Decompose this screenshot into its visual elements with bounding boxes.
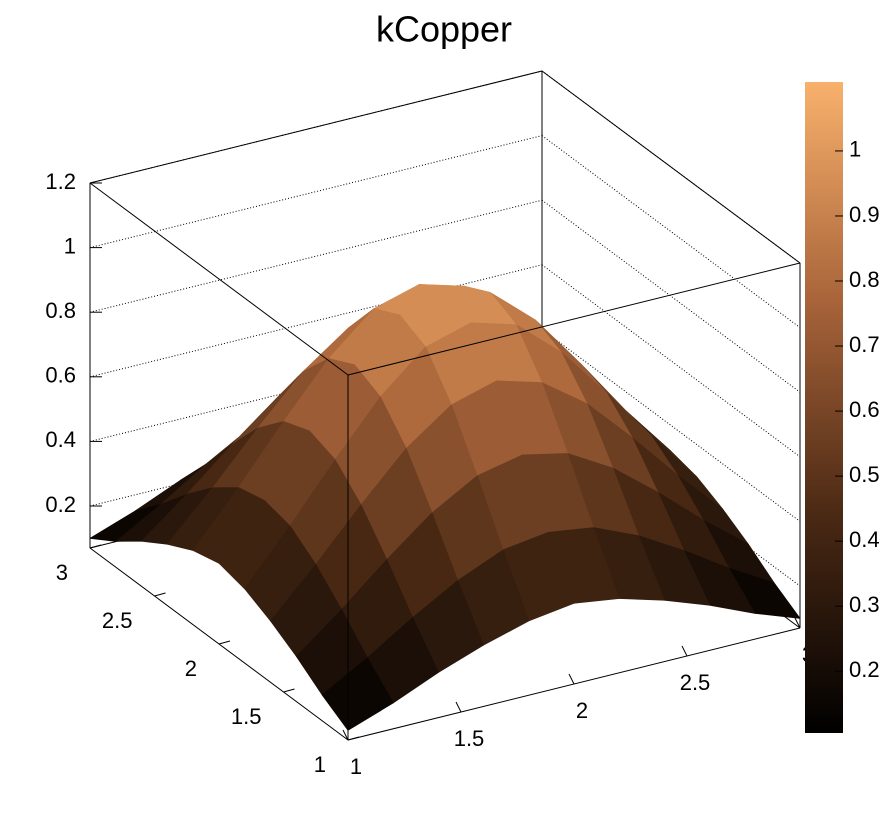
y-tick [89, 544, 102, 549]
z-tick-label: 0.6 [45, 363, 76, 388]
chart-title: kCopper [376, 9, 512, 50]
x-tick-label: 2 [576, 698, 588, 723]
box-edge [89, 182, 349, 376]
y-tick-label: 2 [185, 656, 197, 681]
x-tick [568, 673, 575, 685]
y-tick [154, 592, 166, 597]
x-tick [455, 701, 462, 713]
colorbar-tick-label: 0.2 [849, 657, 880, 682]
z-tick-label: 0.8 [45, 298, 76, 323]
x-tick [342, 729, 349, 741]
grid-line [541, 135, 801, 329]
y-tick [218, 640, 231, 645]
y-tick [347, 736, 360, 741]
grid-line [89, 135, 543, 249]
colorbar-tick-label: 0.9 [849, 202, 880, 227]
x-tick-label: 1 [350, 754, 362, 779]
colorbar-tick-label: 0.8 [849, 267, 880, 292]
z-tick-label: 0.4 [45, 427, 76, 452]
y-tick-label: 1 [314, 752, 326, 777]
box-edge [541, 70, 801, 264]
y-tick [283, 688, 295, 693]
x-tick-label: 1.5 [454, 726, 485, 751]
colorbar-tick-label: 0.3 [849, 592, 880, 617]
z-tick-label: 0.2 [45, 492, 76, 517]
box-edge [347, 262, 801, 376]
colorbar [805, 82, 843, 733]
z-tick-label: 1.2 [45, 169, 76, 194]
x-tick-label: 2.5 [680, 670, 711, 695]
y-tick-label: 2.5 [102, 608, 133, 633]
surface-cell [321, 657, 394, 731]
y-tick-label: 1.5 [231, 704, 262, 729]
colorbar-tick-label: 0.7 [849, 332, 880, 357]
colorbar-tick-label: 0.6 [849, 397, 880, 422]
colorbar-tick-label: 0.5 [849, 462, 880, 487]
x-tick [681, 645, 688, 657]
box-edge [89, 70, 543, 184]
colorbar-tick-label: 0.4 [849, 527, 880, 552]
colorbar-tick-label: 1 [849, 137, 861, 162]
x-tick [794, 617, 801, 629]
z-tick-label: 1 [64, 233, 76, 258]
y-tick-label: 3 [56, 560, 68, 585]
